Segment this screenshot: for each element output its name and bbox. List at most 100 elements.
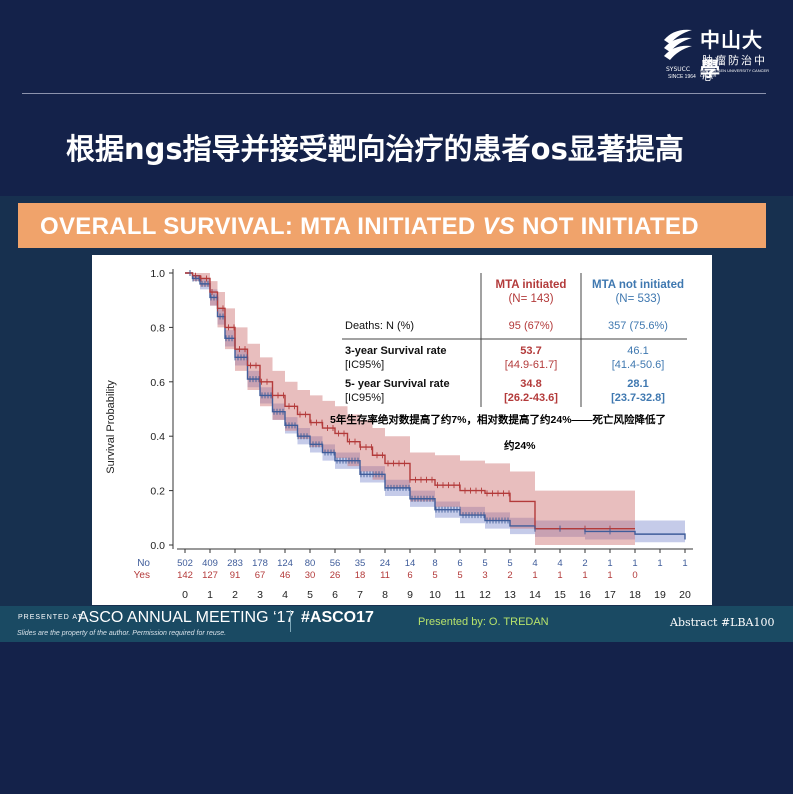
x-tick-label: 2 — [232, 589, 238, 601]
x-tick-label: 1 — [207, 589, 213, 601]
risk-count: 1 — [532, 570, 537, 581]
banner-title-vs: VS — [482, 213, 516, 240]
risk-count: 1 — [682, 558, 687, 569]
table-header-mta: MTA initiated — [496, 279, 567, 291]
table-header-not: MTA not initiated — [592, 279, 684, 291]
risk-count: 5 — [482, 558, 487, 569]
header-divider — [22, 93, 766, 94]
risk-count: 35 — [355, 558, 366, 569]
km-chart-box: 0.0 0.2 0.4 0.6 0.8 1.0 0 1 2 3 4 5 6 7 8 9 10 11 12 13 14 15… — [92, 255, 712, 605]
risk-count: 18 — [355, 570, 366, 581]
risk-count: 11 — [380, 570, 390, 581]
risk-count: 5 — [457, 570, 462, 581]
footer-disclaimer: Slides are the property of the author. P… — [17, 630, 227, 637]
risk-count: 3 — [482, 570, 487, 581]
row-5yr-not: 28.1 — [627, 378, 648, 390]
x-tick-label: 15 — [554, 589, 566, 601]
row-3yr-label2: [IC95%] — [345, 359, 384, 371]
risk-label-no: No — [137, 558, 150, 569]
x-tick-label: 19 — [654, 589, 666, 601]
risk-count: 283 — [227, 558, 243, 569]
banner-title: OVERALL SURVIVAL: MTA INITIATED VS NOT I… — [40, 213, 699, 241]
survival-curve-yes — [185, 272, 635, 530]
risk-count: 142 — [177, 570, 193, 581]
risk-count: 26 — [330, 570, 341, 581]
x-tick-label: 6 — [332, 589, 338, 601]
row-5yr-mta: 34.8 — [520, 378, 541, 390]
x-tick-label: 4 — [282, 589, 288, 601]
title-banner: OVERALL SURVIVAL: MTA INITIATED VS NOT I… — [18, 203, 766, 248]
x-tick-label: 16 — [579, 589, 591, 601]
risk-count: 1 — [557, 570, 562, 581]
footer-presenter: Presented by: O. TREDAN — [418, 616, 549, 628]
risk-count: 1 — [607, 558, 612, 569]
sysucc-logo: 中山大學 肿瘤防治中心 SYSUCC SINCE 1964 SUN YAT-SE… — [660, 22, 775, 83]
x-tick-label: 5 — [307, 589, 313, 601]
risk-count: 1 — [632, 558, 637, 569]
row-3yr-label: 3-year Survival rate — [345, 345, 447, 357]
row-deaths-mta: 95 (67%) — [509, 320, 554, 332]
risk-count: 0 — [632, 570, 637, 581]
risk-count: 24 — [380, 558, 391, 569]
table-header-not-n: (N= 533) — [615, 293, 660, 305]
conference-footer: PRESENTED AT: ASCO ANNUAL MEETING ‘17 #A… — [0, 606, 793, 642]
y-tick-label: 0.8 — [150, 322, 165, 334]
risk-count: 124 — [277, 558, 293, 569]
x-tick-label: 3 — [257, 589, 263, 601]
risk-count: 1 — [657, 558, 662, 569]
banner-title-part1: OVERALL SURVIVAL: MTA INITIATED — [40, 213, 483, 240]
risk-count: 2 — [582, 558, 587, 569]
row-3yr-mta-ci: [44.9-61.7] — [505, 359, 558, 371]
x-tick-label: 11 — [455, 589, 466, 601]
row-deaths-not: 357 (75.6%) — [608, 320, 668, 332]
ci-band-yes — [185, 273, 635, 545]
row-5yr-mta-ci: [26.2-43.6] — [504, 392, 558, 404]
risk-count: 2 — [507, 570, 512, 581]
sysucc-emblem-icon — [664, 29, 692, 60]
x-tick-label: 7 — [357, 589, 363, 601]
ci-band-no — [185, 273, 685, 545]
row-5yr-label: 5- year Survival rate — [345, 378, 450, 390]
x-tick-label: 17 — [604, 589, 616, 601]
x-tick-label: 0 — [182, 589, 188, 601]
y-axis-label: Survival Probability — [105, 380, 117, 474]
table-header-mta-n: (N= 143) — [508, 293, 553, 305]
row-3yr-mta: 53.7 — [520, 345, 541, 357]
row-5yr-not-ci: [23.7-32.8] — [611, 392, 665, 404]
x-tick-label: 8 — [382, 589, 388, 601]
footer-abstract: Abstract #LBA100 — [670, 616, 775, 629]
risk-count: 502 — [177, 558, 193, 569]
y-tick-label: 0.2 — [150, 486, 165, 498]
risk-count: 6 — [457, 558, 462, 569]
annotation-line2: 约24% — [504, 439, 536, 452]
risk-count: 46 — [280, 570, 291, 581]
x-tick-label: 12 — [479, 589, 491, 601]
y-tick-label: 0.0 — [150, 540, 165, 552]
risk-count: 14 — [405, 558, 416, 569]
risk-count: 6 — [407, 570, 412, 581]
risk-count: 5 — [507, 558, 512, 569]
logo-english-name: SUN YAT-SEN UNIVERSITY CANCER CENTER — [700, 68, 770, 78]
x-tick-label: 18 — [629, 589, 641, 601]
risk-label-yes: Yes — [134, 570, 150, 581]
risk-count: 8 — [432, 558, 437, 569]
risk-count: 1 — [582, 570, 587, 581]
x-tick-label: 10 — [429, 589, 441, 601]
x-tick-label: 13 — [504, 589, 516, 601]
row-deaths-label: Deaths: N (%) — [345, 320, 414, 332]
row-3yr-not: 46.1 — [627, 345, 648, 357]
footer-hashtag: #ASCO17 — [301, 609, 374, 626]
slide-headline: 根据ngs指导并接受靶向治疗的患者os显著提高 — [66, 132, 684, 166]
banner-title-part3: NOT INITIATED — [515, 213, 699, 240]
y-tick-label: 1.0 — [150, 268, 165, 280]
risk-count: 91 — [230, 570, 241, 581]
logo-subtitle: 肿瘤防治中心 — [702, 54, 767, 83]
risk-count: 1 — [607, 570, 612, 581]
risk-count: 80 — [305, 558, 316, 569]
y-tick-label: 0.6 — [150, 377, 165, 389]
x-tick-label: 14 — [529, 589, 541, 601]
footer-presented-at: PRESENTED AT: — [18, 614, 85, 621]
annotation-line1: 5年生存率绝对数提高了约7%，相对数提高了约24%——死亡风险降低了 — [330, 413, 666, 426]
x-tick-label: 20 — [679, 589, 691, 601]
risk-count: 67 — [255, 570, 266, 581]
